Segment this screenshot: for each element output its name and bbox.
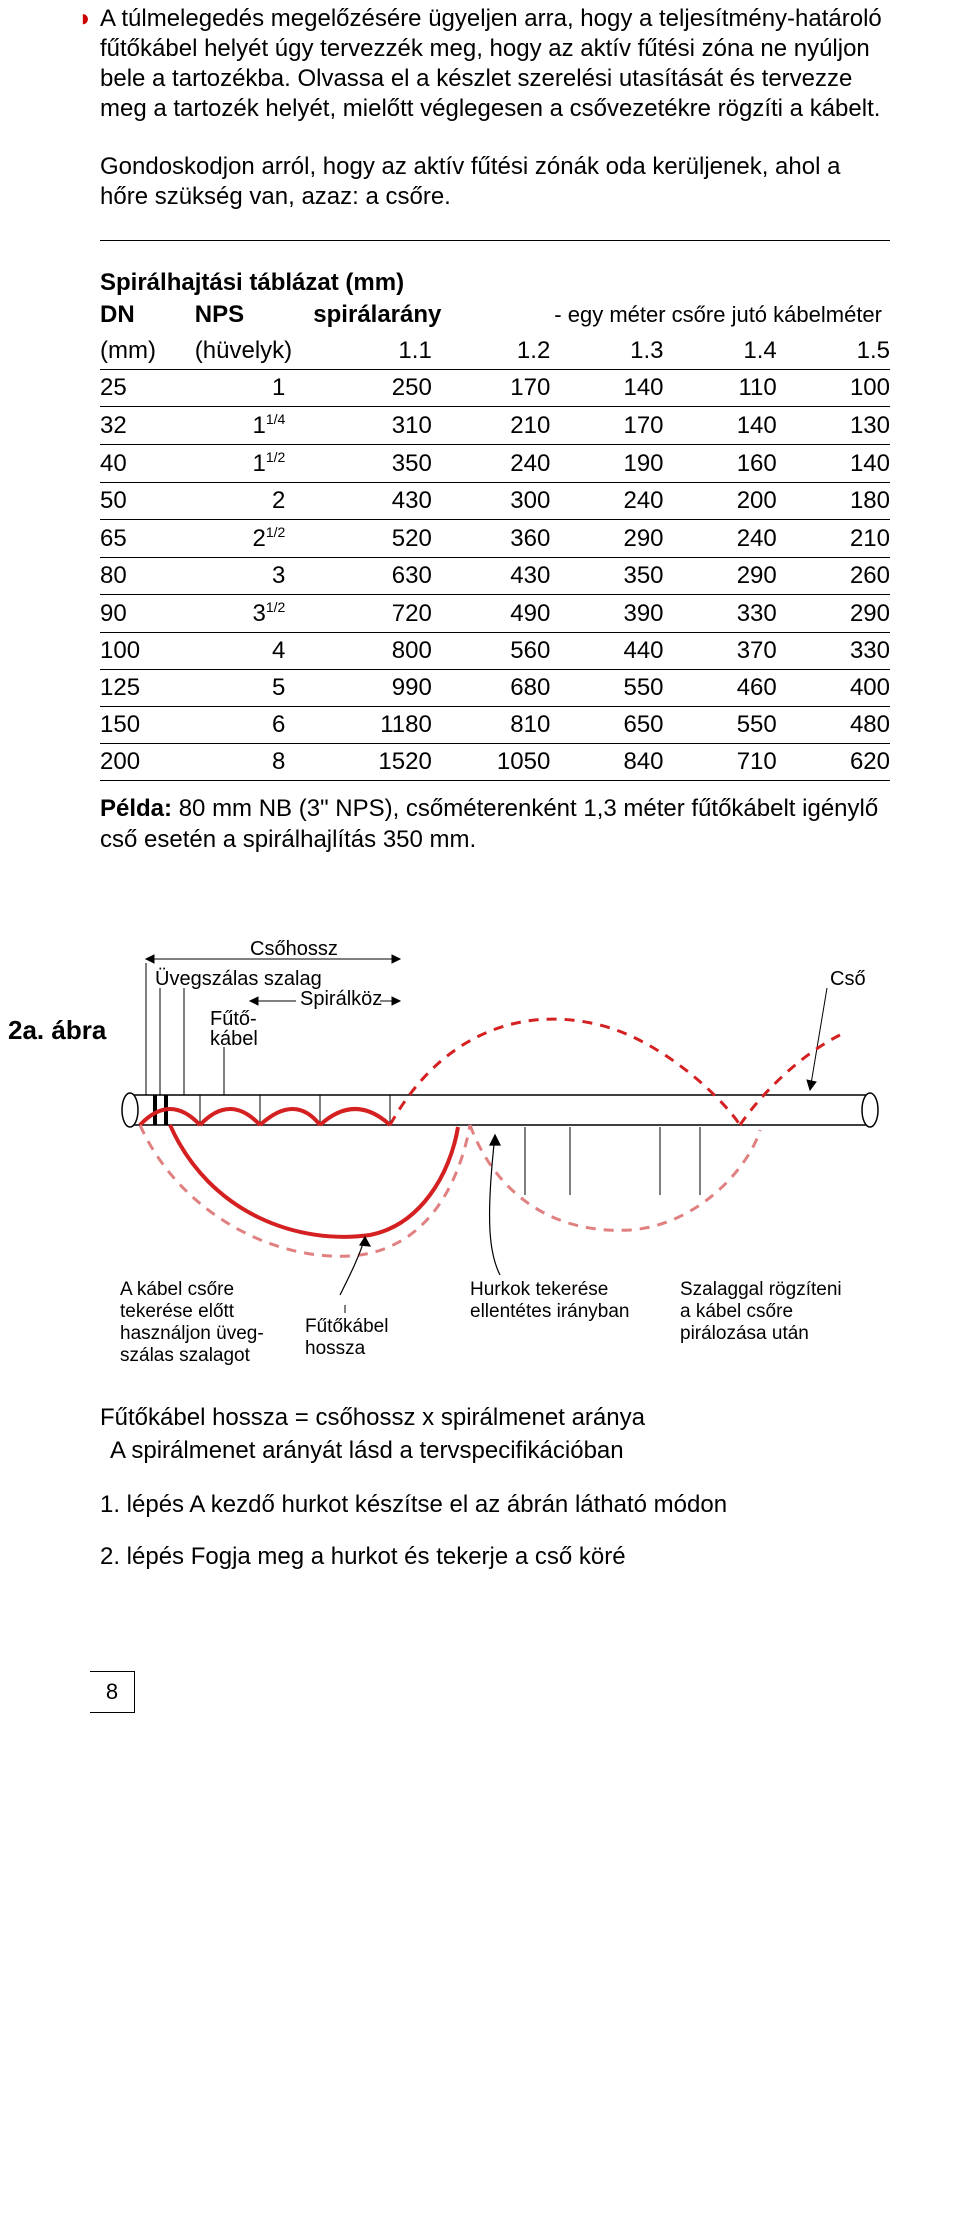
table-row: 803630430350290260 xyxy=(100,558,890,595)
lbl-pitch: Spirálköz xyxy=(300,988,382,1010)
example-label: Példa: xyxy=(100,795,172,822)
svg-text:használjon üveg-: használjon üveg- xyxy=(120,1323,264,1344)
svg-text:a kábel csőre: a kábel csőre xyxy=(680,1301,793,1322)
th-dn: DN xyxy=(100,301,135,328)
th-mm: (mm) xyxy=(100,333,195,370)
table-row: 200815201050840710620 xyxy=(100,744,890,781)
th-r2: 1.2 xyxy=(432,333,551,370)
example-text: Példa: 80 mm NB (3" NPS), csőméterenként… xyxy=(100,793,890,855)
para1-text: A túlmelegedés megelőzésére ügyeljen arr… xyxy=(100,5,882,122)
table-row: 9031/2720490390330290 xyxy=(100,595,890,633)
th-ratio: spirálarány xyxy=(313,301,441,328)
table-row: 502430300240200180 xyxy=(100,483,890,520)
figure-label: 2a. ábra xyxy=(8,1015,106,1046)
table-row: 3211/4310210170140130 xyxy=(100,407,890,445)
svg-text:A kábel csőre: A kábel csőre xyxy=(120,1279,234,1300)
th-nps: NPS xyxy=(195,301,244,328)
th-r1: 1.1 xyxy=(313,333,432,370)
svg-text:hossza: hossza xyxy=(305,1338,366,1359)
th-r4: 1.4 xyxy=(664,333,777,370)
lbl-cable2: kábel xyxy=(210,1028,258,1050)
paragraph-2: Gondoskodjon arról, hogy az aktív fűtési… xyxy=(100,152,890,212)
lbl-glass-tape: Üvegszálas szalag xyxy=(155,968,322,990)
table-row: 251250170140110100 xyxy=(100,370,890,407)
example-body: 80 mm NB (3" NPS), csőméterenként 1,3 mé… xyxy=(100,795,878,853)
th-inch: (hüvelyk) xyxy=(195,333,314,370)
formula1: Fűtőkábel hossza = csőhossz x spirálmene… xyxy=(100,1402,890,1434)
svg-text:Szalaggal rögzíteni: Szalaggal rögzíteni xyxy=(680,1279,842,1300)
table-title: Spirálhajtási táblázat (mm) xyxy=(100,269,890,297)
table-header-row1: DN NPS spirálarány - egy méter csőre jut… xyxy=(100,297,890,333)
table-row: 1255990680550460400 xyxy=(100,670,890,707)
bullet-icon: ◗ xyxy=(78,4,93,34)
svg-text:ellentétes irányban: ellentétes irányban xyxy=(470,1301,630,1322)
table-row: 6521/2520360290240210 xyxy=(100,520,890,558)
svg-text:pirálozása után: pirálozása után xyxy=(680,1323,809,1344)
table-row: 15061180810650550480 xyxy=(100,707,890,744)
table-header-row2: (mm) (hüvelyk) 1.1 1.2 1.3 1.4 1.5 xyxy=(100,333,890,370)
lbl-pipe: Cső xyxy=(830,968,866,990)
lbl-pipe-len: Csőhossz xyxy=(250,938,338,960)
table-row: 1004800560440370330 xyxy=(100,633,890,670)
paragraph-1: ◗ A túlmelegedés megelőzésére ügyeljen a… xyxy=(100,4,890,124)
formula-block: Fűtőkábel hossza = csőhossz x spirálmene… xyxy=(100,1402,890,1467)
step-2: 2. lépés Fogja meg a hurkot és tekerje a… xyxy=(100,1543,890,1571)
svg-text:szálas szalagot: szálas szalagot xyxy=(120,1345,251,1365)
table-row: 4011/2350240190160140 xyxy=(100,445,890,483)
th-r5: 1.5 xyxy=(777,333,890,370)
page-number-value: 8 xyxy=(106,1679,118,1705)
svg-text:Hurkok tekerése: Hurkok tekerése xyxy=(470,1279,608,1300)
figure-block: 2a. ábra Csőhossz Üvegszálas szalag Spir… xyxy=(0,935,960,1753)
formula2: A spirálmenet arányát lásd a tervspecifi… xyxy=(100,1435,890,1467)
th-note: - egy méter csőre jutó kábelméter xyxy=(554,302,882,327)
svg-text:tekerése előtt: tekerése előtt xyxy=(120,1301,235,1322)
svg-text:Fűtőkábel: Fűtőkábel xyxy=(305,1316,388,1337)
spiral-diagram: Csőhossz Üvegszálas szalag Spirálköz Fűt… xyxy=(100,935,890,1365)
spiral-table: DN NPS spirálarány - egy méter csőre jut… xyxy=(100,297,890,781)
lbl-cable1: Fűtő- xyxy=(210,1008,257,1030)
th-r3: 1.3 xyxy=(550,333,663,370)
page-number: 8 xyxy=(90,1671,135,1713)
divider xyxy=(100,240,890,241)
step-1: 1. lépés A kezdő hurkot készítse el az á… xyxy=(100,1491,890,1519)
